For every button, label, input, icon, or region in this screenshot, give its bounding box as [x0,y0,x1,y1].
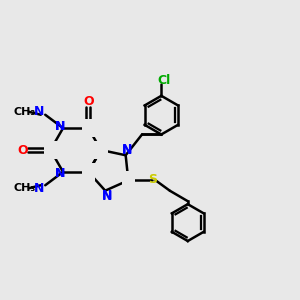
Text: Cl: Cl [158,74,171,87]
Text: CH₃: CH₃ [13,107,35,117]
Text: N: N [122,144,132,157]
Text: N: N [55,120,65,133]
Text: N: N [34,105,44,118]
Text: N: N [55,120,65,133]
Text: N: N [122,143,132,156]
Text: O: O [83,95,94,108]
Text: N: N [55,167,65,180]
Text: N: N [101,189,112,202]
Text: O: O [17,143,28,157]
Text: N: N [34,182,44,195]
Text: CH₃: CH₃ [13,183,35,193]
Text: N: N [101,190,112,202]
Text: N: N [55,167,65,180]
Text: S: S [148,173,157,186]
